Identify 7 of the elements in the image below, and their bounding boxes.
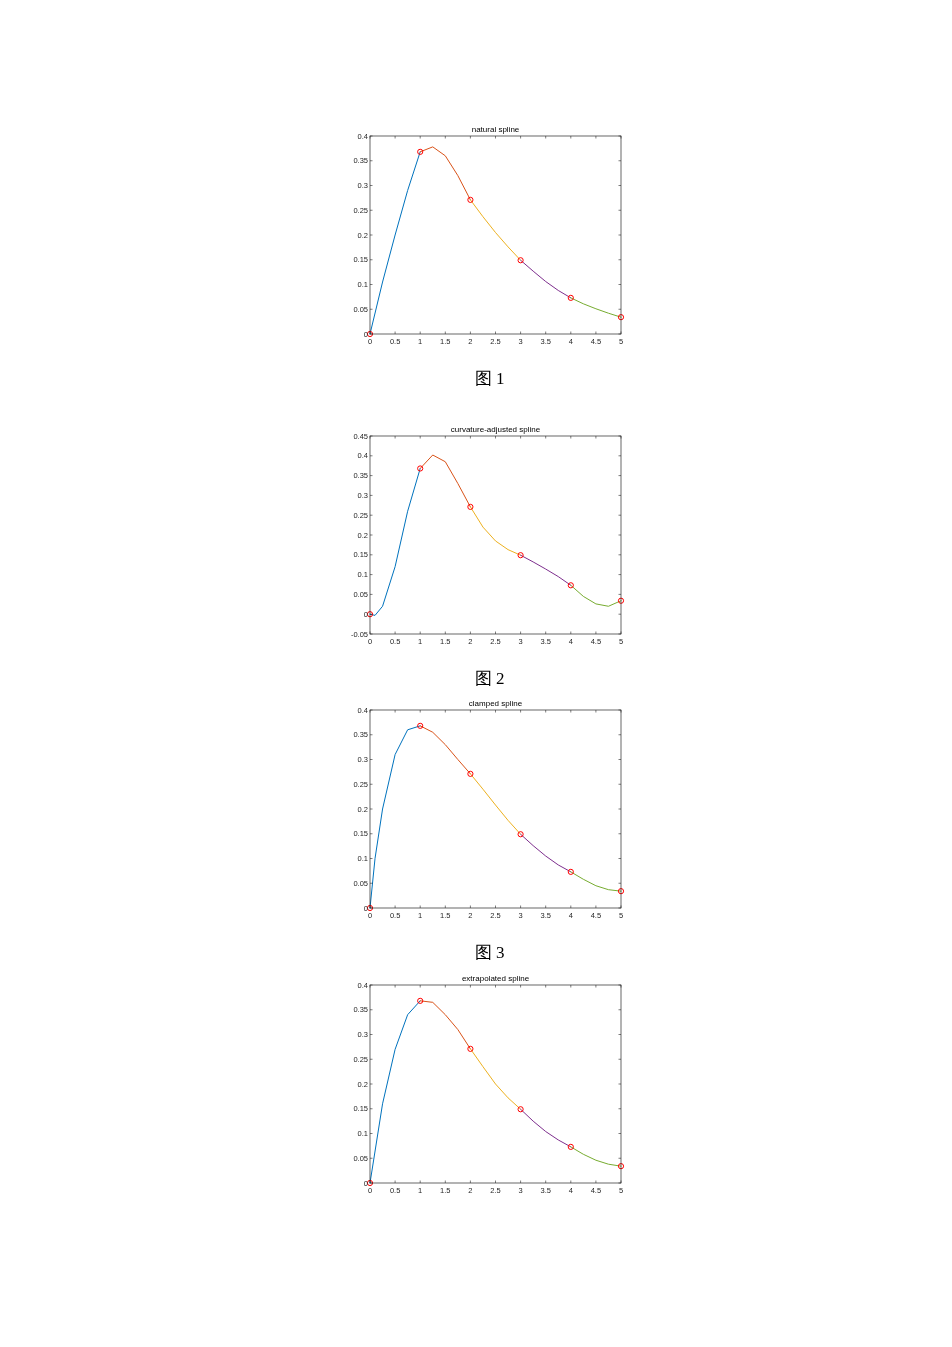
chart-title: extrapolated spline (461, 974, 530, 983)
caption: 图 2 (474, 669, 505, 688)
caption: 图 3 (474, 943, 505, 962)
chart-title: natural spline (471, 125, 520, 134)
chart-title: clamped spline (468, 699, 523, 708)
chart-title: curvature-adjusted spline (450, 425, 541, 434)
caption: 图 1 (474, 369, 505, 388)
